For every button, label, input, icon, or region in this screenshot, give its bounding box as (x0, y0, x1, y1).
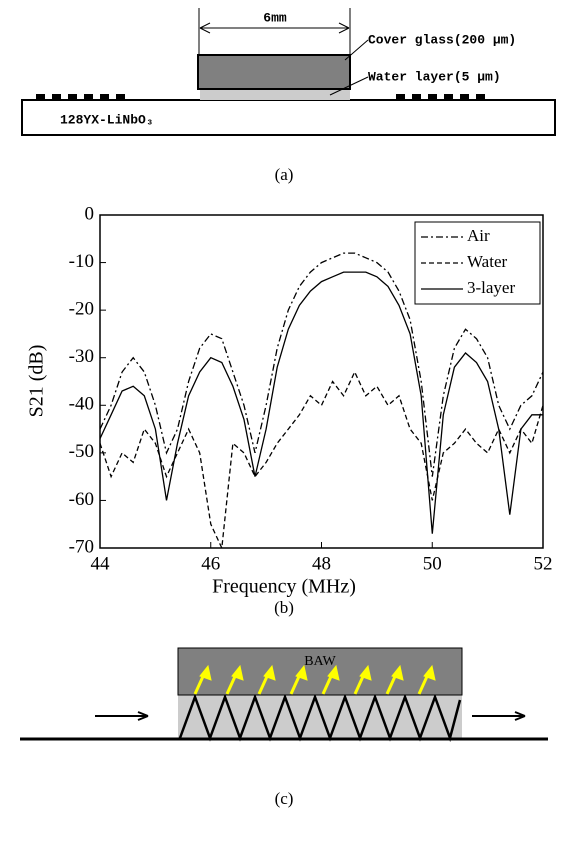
panel-c: BAW (c) (20, 647, 548, 808)
chart: Frequency (MHz) S21 (dB) (b) -70 -60 -50 -4… (26, 203, 553, 617)
water-layer (200, 89, 350, 100)
x-axis-label: Frequency (MHz) (212, 576, 356, 598)
y-axis-label: S21 (dB) (26, 345, 48, 418)
caption: (b) (274, 598, 294, 617)
x-tick-label: 46 (201, 553, 220, 574)
y-tick-label: -20 (69, 299, 94, 320)
y-tick-label: -70 (69, 536, 94, 557)
x-tick-label: 50 (423, 553, 442, 574)
y-tick-label: -30 (69, 346, 94, 367)
zigzag (178, 693, 462, 743)
caption: (c) (275, 789, 294, 808)
caption: (a) (275, 165, 294, 184)
y-tick-label: -10 (69, 251, 94, 272)
arrowheads (199, 22, 350, 34)
dimension-label: 6mm (263, 10, 287, 25)
substrate (21, 99, 556, 136)
legend-label: 3-layer (467, 278, 515, 297)
x-tick-label: 48 (312, 553, 331, 574)
series-line (99, 271, 543, 534)
substrate-label: 128YX-LiNbO₃ (60, 112, 154, 127)
cover-glass (197, 54, 351, 90)
cover-label: Cover glass(200 μm) (368, 32, 516, 47)
wave-arrows (95, 711, 526, 721)
legend-label: Air (467, 226, 490, 245)
legend-label: Water (467, 252, 507, 271)
y-tick-label: -50 (69, 441, 94, 462)
electrodes (36, 94, 485, 100)
series-line (99, 370, 544, 551)
y-tick-label: -40 (69, 394, 94, 415)
y-tick-label: -60 (69, 489, 94, 510)
water-label: Water layer(5 μm) (368, 69, 501, 84)
leader (344, 39, 369, 61)
baw-label: BAW (304, 654, 336, 669)
layer (178, 695, 462, 738)
leader (329, 76, 369, 96)
y-tick-label: 0 (85, 203, 95, 224)
x-tick-label: 52 (534, 553, 553, 574)
legend-box (414, 221, 541, 305)
series-line (99, 252, 544, 477)
panel-a: 6mm Cover glass(200 μm) Water layer(5 μm… (21, 8, 556, 184)
baw-arrows (193, 664, 436, 695)
baw-block (177, 647, 463, 696)
x-tick-label: 44 (91, 553, 111, 574)
